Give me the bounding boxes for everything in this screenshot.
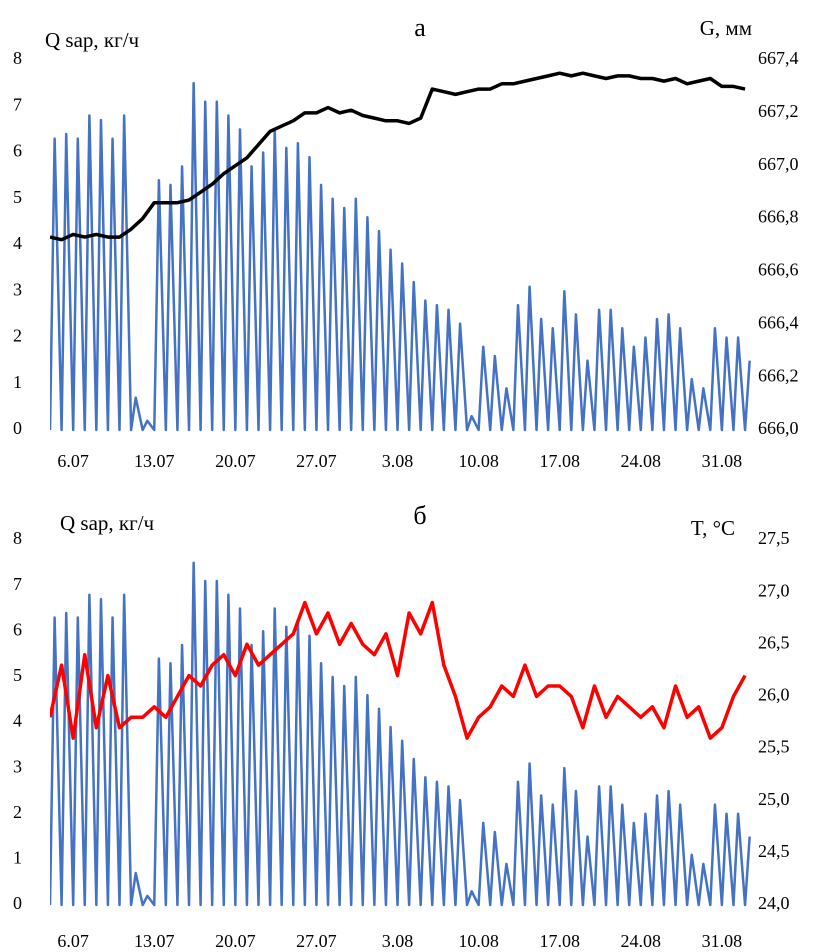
x-tick-label: 6.07 — [57, 931, 89, 951]
data-line — [50, 561, 751, 907]
x-tick-label: 10.08 — [458, 931, 499, 951]
y2-tick-label: 666,4 — [758, 312, 799, 332]
data-line — [50, 81, 751, 432]
y2-tick-label: 667,4 — [758, 48, 799, 68]
y2-tick-label: 26,0 — [758, 685, 790, 705]
x-tick-label: 3.08 — [382, 931, 414, 951]
x-tick-label: 17.08 — [539, 931, 580, 951]
y2-tick-label: 25,5 — [758, 737, 790, 757]
y2-axis-label: G, мм — [700, 16, 752, 40]
y-tick-label: 3 — [13, 756, 22, 776]
y-tick-label: 0 — [13, 418, 22, 438]
y-tick-label: 8 — [13, 528, 22, 548]
y-tick-label: 2 — [13, 326, 22, 346]
y2-tick-label: 666,0 — [758, 418, 799, 438]
y2-tick-label: 26,5 — [758, 632, 790, 652]
y-tick-label: 0 — [13, 893, 22, 913]
x-tick-label: 13.07 — [134, 451, 175, 471]
x-tick-label: 20.07 — [215, 931, 256, 951]
x-tick-label: 27.07 — [296, 451, 337, 471]
y2-tick-label: 666,8 — [758, 207, 799, 227]
y-tick-label: 2 — [13, 802, 22, 822]
x-tick-label: 10.08 — [458, 451, 499, 471]
y-tick-label: 4 — [13, 711, 22, 731]
y2-tick-label: 667,0 — [758, 154, 799, 174]
y-axis-label: Q sap, кг/ч — [45, 28, 140, 52]
x-tick-label: 24.08 — [621, 451, 662, 471]
x-tick-label: 20.07 — [215, 451, 256, 471]
y-tick-label: 1 — [13, 372, 22, 392]
y2-tick-label: 24,0 — [758, 893, 790, 913]
y-tick-label: 8 — [13, 48, 22, 68]
y-tick-label: 6 — [13, 619, 22, 639]
x-tick-label: 13.07 — [134, 931, 175, 951]
x-tick-label: 3.08 — [382, 451, 414, 471]
data-line — [50, 71, 746, 242]
y2-axis-label: T, °C — [691, 516, 735, 540]
y2-tick-label: 667,2 — [758, 101, 799, 121]
y-tick-label: 1 — [13, 848, 22, 868]
y-tick-label: 7 — [13, 574, 22, 594]
x-tick-label: 6.07 — [57, 451, 89, 471]
y2-tick-label: 25,0 — [758, 789, 790, 809]
y2-tick-label: 24,5 — [758, 841, 790, 861]
y2-tick-label: 27,0 — [758, 580, 790, 600]
y2-tick-label: 666,6 — [758, 260, 799, 280]
y-tick-label: 7 — [13, 94, 22, 114]
x-tick-label: 27.07 — [296, 931, 337, 951]
y-axis-label: Q sap, кг/ч — [60, 511, 155, 535]
x-tick-label: 31.08 — [702, 451, 743, 471]
chart-title: б — [413, 501, 426, 530]
y2-tick-label: 666,2 — [758, 365, 799, 385]
y-tick-label: 5 — [13, 187, 22, 207]
x-tick-label: 31.08 — [702, 931, 743, 951]
y-tick-label: 5 — [13, 665, 22, 685]
y-tick-label: 3 — [13, 279, 22, 299]
y-tick-label: 4 — [13, 233, 22, 253]
y-tick-label: 6 — [13, 141, 22, 161]
chart-title: а — [414, 13, 426, 42]
x-tick-label: 24.08 — [621, 931, 662, 951]
y2-tick-label: 27,5 — [758, 528, 790, 548]
data-line — [50, 600, 747, 740]
x-tick-label: 17.08 — [539, 451, 580, 471]
